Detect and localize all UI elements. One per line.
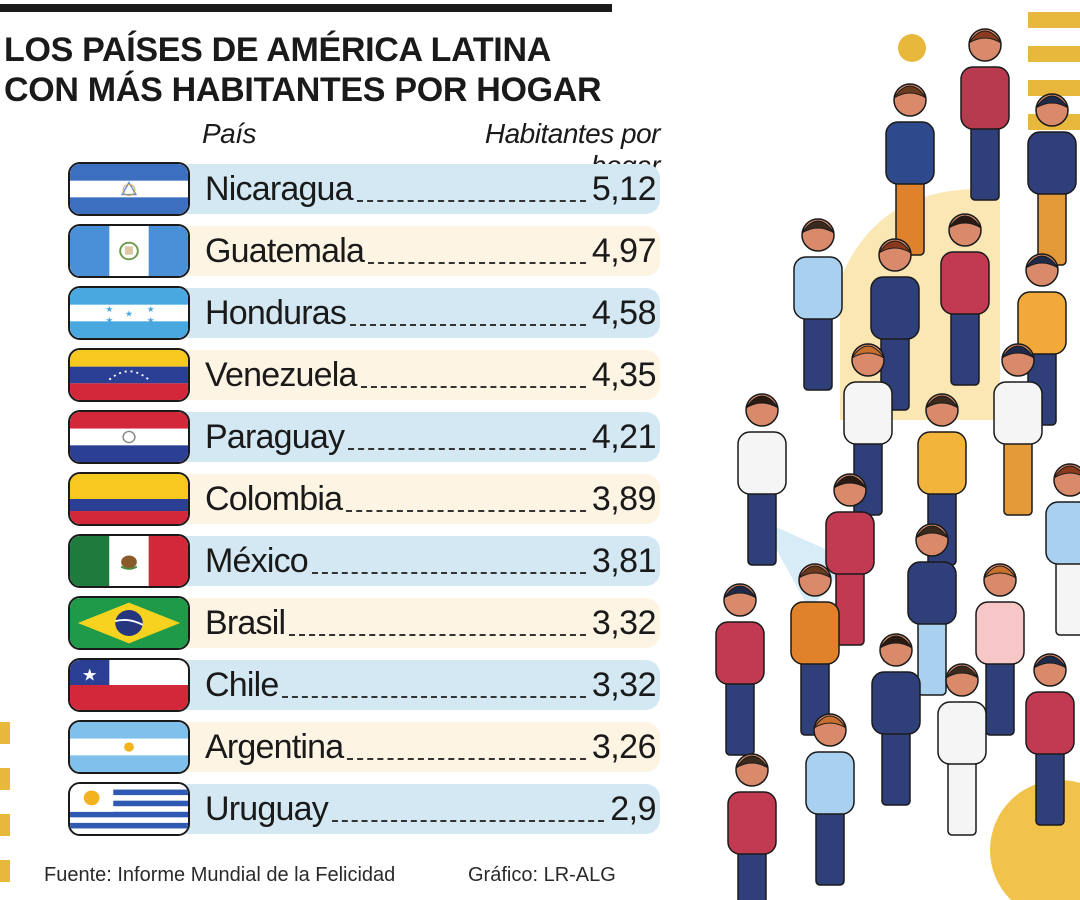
person-figure: [805, 713, 855, 886]
country-name: Uruguay: [205, 790, 329, 828]
svg-text:★: ★: [105, 316, 113, 326]
person-figure: [1045, 463, 1080, 636]
household-size-value: 3,89: [591, 480, 657, 518]
person-figure: [715, 583, 765, 756]
person-figure: [960, 28, 1010, 201]
household-size-value: 4,21: [591, 418, 657, 456]
brazil-flag-icon: [68, 596, 190, 650]
row-band: [128, 474, 660, 524]
chile-flag-icon: ★: [68, 658, 190, 712]
paraguay-flag-icon: [68, 410, 190, 464]
svg-text:★: ★: [125, 310, 133, 320]
venezuela-flag-icon: [68, 348, 190, 402]
colombia-flag-icon: [68, 472, 190, 526]
country-name: Paraguay: [205, 418, 345, 456]
row-band: [128, 288, 660, 338]
table-row: ★ ★ ★ ★ ★ Honduras 4,58: [68, 284, 660, 342]
person-figure: [937, 663, 987, 836]
country-name: México: [205, 542, 309, 580]
dotted-leader: [368, 262, 586, 264]
country-name: Argentina: [205, 728, 344, 766]
person-figure: [885, 83, 935, 256]
household-size-value: 4,35: [591, 356, 657, 394]
table-row: Paraguay 4,21: [68, 408, 660, 466]
dotted-leader: [347, 758, 586, 760]
mexico-flag-icon: [68, 534, 190, 588]
person-figure: [843, 343, 893, 516]
dotted-leader: [346, 510, 586, 512]
household-size-value: 2,9: [610, 790, 656, 828]
nicaragua-flag-icon: [68, 162, 190, 216]
person-figure: [825, 473, 875, 646]
top-rule: [0, 4, 612, 12]
household-size-value: 4,58: [591, 294, 657, 332]
svg-text:★: ★: [82, 666, 98, 685]
column-header-country: País: [202, 118, 257, 149]
household-size-value: 3,26: [591, 728, 657, 766]
row-band: [128, 598, 660, 648]
person-figure: [790, 563, 840, 736]
table-row: Colombia 3,89: [68, 470, 660, 528]
dotted-leader: [282, 696, 586, 698]
table-row: México 3,81: [68, 532, 660, 590]
table-row: Nicaragua 5,12: [68, 160, 660, 218]
table-row: Argentina 3,26: [68, 718, 660, 776]
svg-text:★: ★: [147, 316, 155, 326]
honduras-flag-icon: ★ ★ ★ ★ ★: [68, 286, 190, 340]
uruguay-flag-icon: [68, 782, 190, 836]
table-row: Guatemala 4,97: [68, 222, 660, 280]
row-band: [128, 350, 660, 400]
argentina-flag-icon: [68, 720, 190, 774]
household-size-value: 4,97: [591, 232, 657, 270]
person-figure: [1025, 653, 1075, 826]
person-figure: [870, 238, 920, 411]
dotted-leader: [357, 200, 586, 202]
country-name: Venezuela: [205, 356, 357, 394]
person-figure: [940, 213, 990, 386]
person-figure: [975, 563, 1025, 736]
country-name: Chile: [205, 666, 279, 704]
household-size-value: 5,12: [591, 170, 657, 208]
dotted-leader: [348, 448, 586, 450]
chart-title: LOS PAÍSES DE AMÉRICA LATINA CON MÁS HAB…: [4, 31, 602, 109]
table-row: Brasil 3,32: [68, 594, 660, 652]
table-row: ★ Chile 3,32: [68, 656, 660, 714]
svg-text:★: ★: [105, 305, 113, 315]
dotted-leader: [312, 572, 586, 574]
country-name: Honduras: [205, 294, 347, 332]
person-figure: [907, 523, 957, 696]
household-size-value: 3,81: [591, 542, 657, 580]
row-band: [128, 660, 660, 710]
dotted-leader: [361, 386, 586, 388]
country-name: Nicaragua: [205, 170, 354, 208]
guatemala-flag-icon: [68, 224, 190, 278]
dotted-leader: [289, 634, 586, 636]
row-band: [128, 536, 660, 586]
row-band: [128, 164, 660, 214]
graphic-credit: Gráfico: LR-ALG: [468, 864, 616, 886]
dotted-leader: [332, 820, 604, 822]
person-figure: [793, 218, 843, 391]
row-band: [128, 412, 660, 462]
crowd-of-people-illustration: [715, 12, 1080, 900]
table-row: Venezuela 4,35: [68, 346, 660, 404]
table-row: Uruguay 2,9: [68, 780, 660, 838]
country-name: Colombia: [205, 480, 343, 518]
source-note: Fuente: Informe Mundial de la Felicidad: [44, 864, 396, 886]
person-figure: [993, 343, 1043, 516]
svg-text:★: ★: [147, 305, 155, 315]
person-figure: [871, 633, 921, 806]
row-band: [128, 784, 660, 834]
dotted-leader: [350, 324, 586, 326]
row-band: [128, 226, 660, 276]
person-figure: [727, 753, 777, 900]
country-name: Guatemala: [205, 232, 365, 270]
person-figure: [737, 393, 787, 566]
row-band: [128, 722, 660, 772]
household-size-value: 3,32: [591, 604, 657, 642]
country-name: Brasil: [205, 604, 286, 642]
household-size-value: 3,32: [591, 666, 657, 704]
